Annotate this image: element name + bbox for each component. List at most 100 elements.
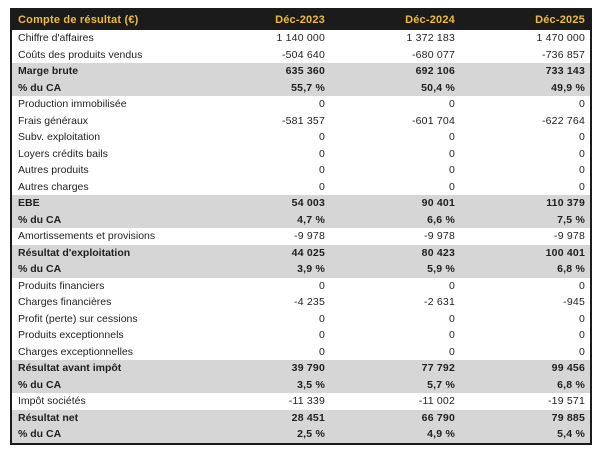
row-value: 0 (448, 330, 455, 341)
row-value: 6,6 % (427, 214, 455, 225)
row-value: 0 (318, 280, 325, 291)
table-row: Impôt sociétés -11 339 -11 002 -19 571 (12, 393, 590, 410)
row-value: 55,7 % (291, 82, 325, 93)
row-value: 0 (578, 330, 585, 341)
row-value: 0 (318, 330, 325, 341)
row-value: 4,7 % (297, 214, 325, 225)
table-row: Subv. exploitation 0 0 0 (12, 129, 590, 146)
table-row: Chiffre d'affaires 1 140 000 1 372 183 1 47… (12, 30, 590, 47)
row-value: 1 372 183 (406, 33, 455, 44)
row-label: Amortissements et provisions (18, 231, 156, 242)
row-value: 1 140 000 (276, 33, 325, 44)
table-row: Frais généraux -581 357 -601 704 -622 764 (12, 112, 590, 129)
row-label: Impôt sociétés (18, 396, 86, 407)
row-label: Loyers crédits bails (18, 148, 108, 159)
table-header-row: Compte de résultat (€) Déc-2023 Déc-2024… (12, 10, 590, 30)
income-statement-table: Compte de résultat (€) Déc-2023 Déc-2024… (10, 8, 592, 445)
row-value: 5,9 % (427, 264, 455, 275)
row-value: -9 978 (424, 231, 455, 242)
row-value: -19 571 (547, 396, 585, 407)
row-value: 7,5 % (557, 214, 585, 225)
row-label: % du CA (18, 379, 62, 390)
row-label: % du CA (18, 82, 62, 93)
row-value: -736 857 (541, 49, 585, 60)
table-row: Résultat net 28 451 66 790 79 885 (12, 409, 590, 426)
row-label: % du CA (18, 214, 62, 225)
row-value: 99 456 (551, 363, 585, 374)
row-value: -601 704 (411, 115, 455, 126)
table-row: EBE 54 003 90 401 110 379 (12, 195, 590, 212)
row-label: % du CA (18, 264, 62, 275)
table-row: Amortissements et provisions -9 978 -9 978… (12, 228, 590, 245)
row-value: 0 (318, 132, 325, 143)
row-value: 6,8 % (557, 264, 585, 275)
table-row: % du CA 3,5 % 5,7 % 6,8 % (12, 376, 590, 393)
table-body: Chiffre d'affaires 1 140 000 1 372 183 1 47… (12, 30, 590, 443)
row-value: -680 077 (411, 49, 455, 60)
row-value: 3,5 % (297, 379, 325, 390)
table-row: Autres charges 0 0 0 (12, 178, 590, 195)
table-row: % du CA 4,7 % 6,6 % 7,5 % (12, 211, 590, 228)
table-row: Marge brute 635 360 692 106 733 143 (12, 63, 590, 80)
row-value: 0 (318, 99, 325, 110)
row-value: 90 401 (421, 198, 455, 209)
row-value: 0 (448, 346, 455, 357)
row-value: 0 (448, 181, 455, 192)
row-value: 4,9 % (427, 429, 455, 440)
row-value: -581 357 (281, 115, 325, 126)
row-value: 0 (318, 165, 325, 176)
row-value: 0 (318, 181, 325, 192)
row-value: 39 790 (291, 363, 325, 374)
row-value: 2,5 % (297, 429, 325, 440)
table-row: Résultat d'exploitation 44 025 80 423 100 4… (12, 244, 590, 261)
row-value: 0 (578, 313, 585, 324)
row-value: 0 (578, 181, 585, 192)
row-label: Subv. exploitation (18, 132, 101, 143)
row-value: -622 764 (541, 115, 585, 126)
table-row: % du CA 2,5 % 4,9 % 5,4 % (12, 426, 590, 443)
row-value: -9 978 (554, 231, 585, 242)
column-header-dec-2023: Déc-2023 (275, 14, 325, 26)
row-value: 79 885 (551, 412, 585, 423)
row-label: Autres charges (18, 181, 89, 192)
table-row: Produits financiers 0 0 0 (12, 277, 590, 294)
row-value: -945 (563, 297, 585, 308)
row-label: Profit (perte) sur cessions (18, 313, 138, 324)
row-value: 6,8 % (557, 379, 585, 390)
table-row: Charges exceptionnelles 0 0 0 (12, 343, 590, 360)
row-value: -11 339 (288, 396, 325, 407)
row-value: 5,4 % (557, 429, 585, 440)
table-title: Compte de résultat (€) (18, 14, 139, 26)
row-value: 0 (578, 148, 585, 159)
row-value: 0 (578, 346, 585, 357)
column-header-dec-2024: Déc-2024 (405, 14, 455, 26)
row-label: Produits financiers (18, 280, 105, 291)
row-value: -2 631 (424, 297, 455, 308)
row-value: 28 451 (291, 412, 325, 423)
table-row: % du CA 55,7 % 50,4 % 49,9 % (12, 79, 590, 96)
table-row: Charges financières -4 235 -2 631 -945 (12, 294, 590, 311)
row-value: 0 (318, 148, 325, 159)
row-value: -4 235 (294, 297, 325, 308)
row-label: Coûts des produits vendus (18, 49, 143, 60)
row-value: 0 (318, 346, 325, 357)
row-value: 100 401 (545, 247, 585, 258)
row-value: 0 (578, 165, 585, 176)
row-value: 66 790 (421, 412, 455, 423)
row-value: 110 379 (546, 198, 585, 209)
table-row: Produits exceptionnels 0 0 0 (12, 327, 590, 344)
row-label: Charges exceptionnelles (18, 346, 133, 357)
row-value: 0 (448, 132, 455, 143)
table-row: Résultat avant impôt 39 790 77 792 99 456 (12, 360, 590, 377)
row-label: Produits exceptionnels (18, 330, 124, 341)
row-label: Autres produits (18, 165, 89, 176)
row-value: 635 360 (285, 66, 325, 77)
row-value: -504 640 (281, 49, 325, 60)
row-value: 692 106 (415, 66, 455, 77)
row-label: Production immobilisée (18, 99, 127, 110)
row-value: 0 (448, 280, 455, 291)
row-value: 0 (448, 165, 455, 176)
row-label: % du CA (18, 429, 62, 440)
table-row: % du CA 3,9 % 5,9 % 6,8 % (12, 261, 590, 278)
